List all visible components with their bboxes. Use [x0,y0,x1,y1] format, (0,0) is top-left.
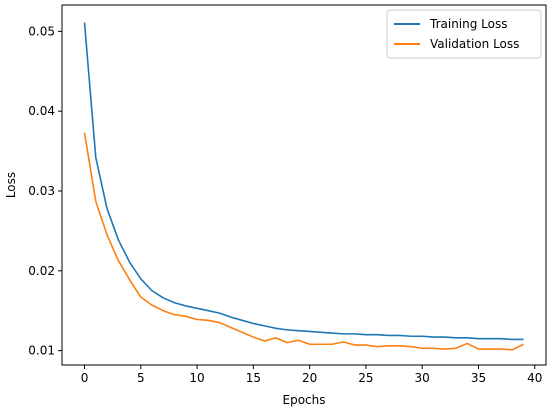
legend: Training Loss Validation Loss [386,9,542,59]
x-axis-label: Epochs [283,393,326,407]
x-tick-label: 30 [415,371,430,385]
legend-label-validation-loss: Validation Loss [430,37,519,51]
y-axis-label: Loss [4,172,18,198]
y-tick-label: 0.04 [28,104,55,118]
series-line-training-loss [83,22,524,341]
x-tick-label: 40 [527,371,542,385]
x-tick-label: 10 [189,371,204,385]
x-tick-label: 5 [137,371,145,385]
y-tick-label: 0.03 [28,184,55,198]
x-tick-label: 0 [81,371,89,385]
y-tick-label: 0.01 [28,344,55,358]
y-tick-label: 0.02 [28,264,55,278]
x-tick-label: 25 [358,371,373,385]
x-axis-ticks: 0 5 10 15 20 25 30 35 40 [81,365,542,385]
x-tick-label: 35 [471,371,486,385]
y-tick-label: 0.05 [28,24,55,38]
y-axis-ticks: 0.01 0.02 0.03 0.04 0.05 [28,24,62,358]
series-line-validation-loss [83,132,524,351]
legend-label-training-loss: Training Loss [429,17,507,31]
legend-box [386,9,542,59]
x-tick-label: 15 [246,371,261,385]
series-layer [83,22,524,351]
plot-frame [61,4,547,366]
plot-background [62,5,546,365]
x-tick-label: 20 [302,371,317,385]
